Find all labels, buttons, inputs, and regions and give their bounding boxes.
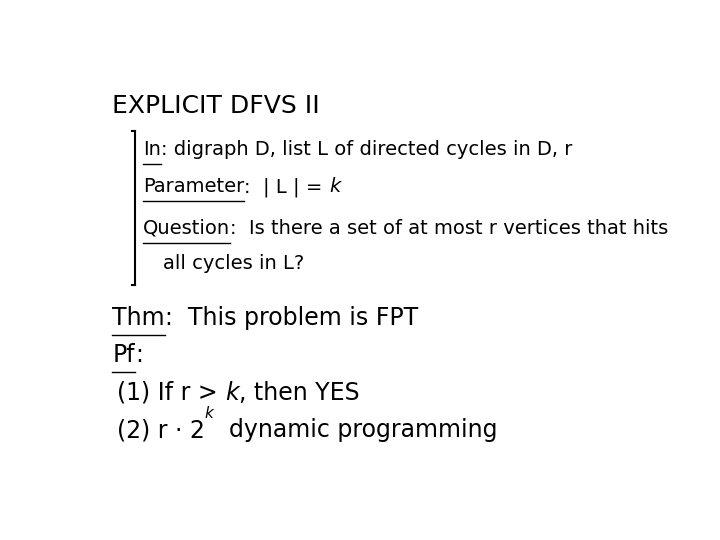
Text: all cycles in L?: all cycles in L? <box>163 254 304 273</box>
Text: dynamic programming: dynamic programming <box>214 418 497 442</box>
Text: :  This problem is FPT: : This problem is FPT <box>165 306 418 330</box>
Text: :: : <box>135 343 143 367</box>
Text: :  | L | =: : | L | = <box>244 177 329 197</box>
Text: (1) If r >: (1) If r > <box>117 381 225 405</box>
Text: , then YES: , then YES <box>238 381 359 405</box>
Text: (2) r · 2: (2) r · 2 <box>117 418 204 442</box>
Text: Parameter: Parameter <box>143 177 244 196</box>
Text: :  Is there a set of at most r vertices that hits: : Is there a set of at most r vertices t… <box>230 219 668 238</box>
Text: k: k <box>329 177 340 196</box>
Text: Question: Question <box>143 219 230 238</box>
Text: Thm: Thm <box>112 306 165 330</box>
Text: k: k <box>225 381 238 405</box>
Text: k: k <box>204 406 214 421</box>
Text: : digraph D, list L of directed cycles in D, r: : digraph D, list L of directed cycles i… <box>161 140 572 159</box>
Text: EXPLICIT DFVS II: EXPLICIT DFVS II <box>112 94 320 118</box>
Text: In: In <box>143 140 161 159</box>
Text: Pf: Pf <box>112 343 135 367</box>
